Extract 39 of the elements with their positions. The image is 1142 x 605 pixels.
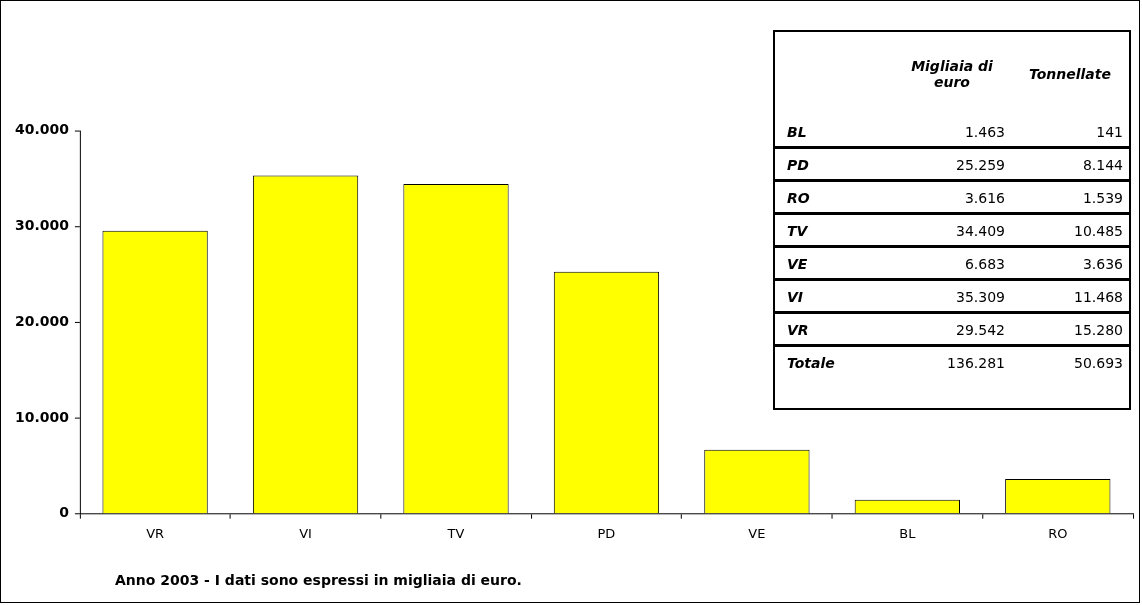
category-label: VE	[775, 246, 893, 280]
data-label: 50.693	[1073, 354, 1124, 373]
data-label: 136.281	[946, 354, 1006, 373]
x-tick-label: RO	[1048, 525, 1068, 541]
x-tick-label: VR	[146, 525, 165, 541]
data-label: 3.616	[893, 180, 1011, 214]
x-tick-label: VI	[299, 525, 312, 541]
x-tick-label: TV	[446, 525, 465, 541]
data-label: 25.259	[893, 147, 1011, 181]
category-label: TV	[775, 213, 893, 247]
data-label: 11.468	[1011, 279, 1129, 313]
data-label: 6.683	[893, 246, 1011, 280]
y-tick-label: 40.000	[15, 121, 70, 138]
data-label: 8.144	[1011, 147, 1129, 181]
category-label: VI	[775, 279, 893, 313]
y-tick-label: 30.000	[15, 216, 70, 233]
category-label: VR	[775, 312, 893, 346]
data-label: 10.485	[1011, 213, 1129, 247]
data-label: 141	[1011, 116, 1129, 148]
x-tick-label: VE	[748, 525, 766, 541]
data-label: 1.463	[893, 116, 1011, 148]
text: Tonnellate	[1028, 65, 1112, 84]
data-label: 15.280	[1011, 312, 1129, 346]
data-label: 1.539	[1011, 180, 1129, 214]
series-label: Migliaia di euro	[910, 57, 994, 92]
y-tick-label: 10.000	[15, 408, 70, 425]
y-tick-label: 20.000	[15, 312, 70, 329]
category-label: BL	[775, 116, 893, 148]
category-label: Totale	[786, 354, 836, 373]
x-tick-label: BL	[899, 525, 917, 541]
category-label: RO	[775, 180, 893, 214]
data-label: 35.309	[893, 279, 1011, 313]
x-tick-label: PD	[597, 525, 616, 541]
category-label: PD	[775, 147, 893, 181]
data-label: 29.542	[893, 312, 1011, 346]
y-tick-label: 0	[59, 504, 70, 521]
data-label: 34.409	[893, 213, 1011, 247]
text: Anno 2003 - I dati sono espressi in migliaia di euro.	[115, 572, 522, 588]
data-label: 3.636	[1011, 246, 1129, 280]
